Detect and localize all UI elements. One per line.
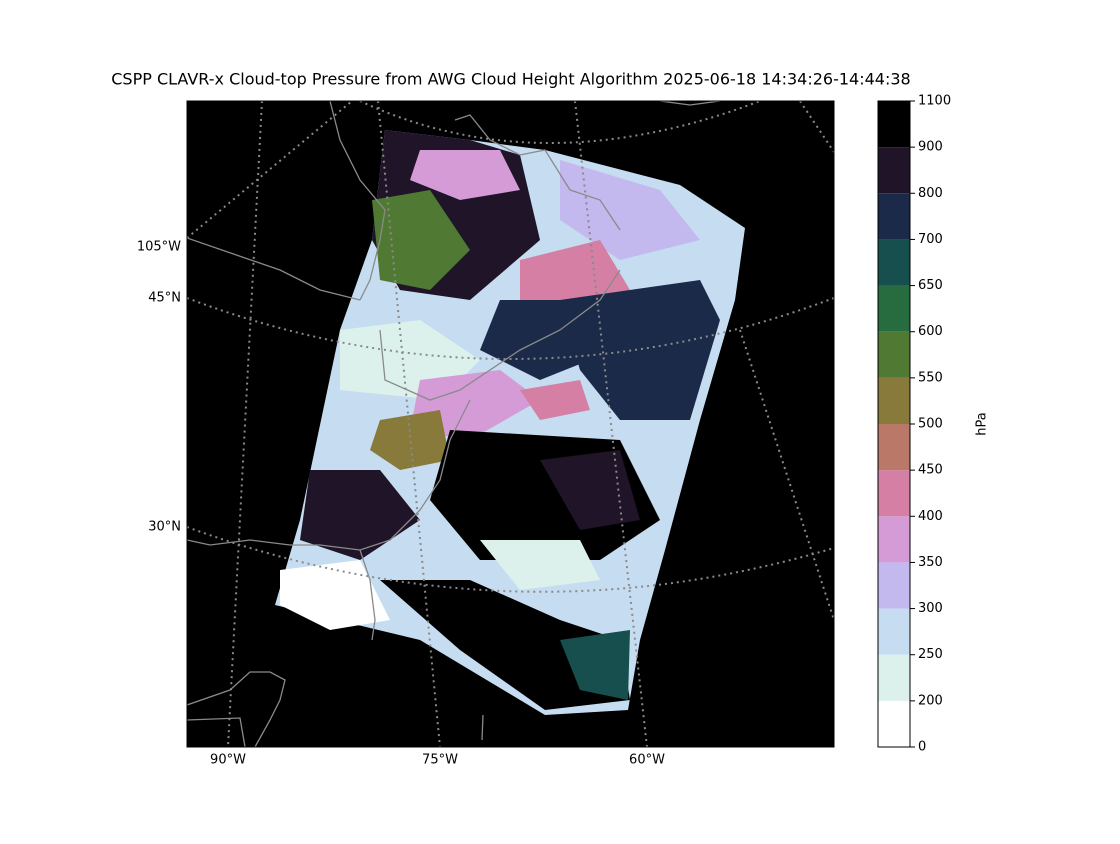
colorbar-segment [878, 700, 910, 747]
colorbar-segment [878, 654, 910, 701]
colorbar-label: hPa [975, 412, 990, 435]
lat-label: 30°N [148, 520, 181, 535]
colorbar-segment [878, 193, 910, 240]
colorbar-tick-label: 650 [918, 278, 943, 293]
lon-label: 105°W [137, 240, 181, 255]
colorbar-segment [878, 562, 910, 609]
lat-label: 45°N [148, 291, 181, 306]
colorbar-segment [878, 285, 910, 332]
colorbar-tick-label: 600 [918, 324, 943, 339]
colorbar-tick-label: 800 [918, 186, 943, 201]
lon-label: 90°W [210, 753, 246, 768]
colorbar-tick-label: 700 [918, 232, 943, 247]
coastlines [187, 101, 721, 747]
colorbar-segment [878, 101, 910, 148]
title: CSPP CLAVR-x Cloud-top Pressure from AWG… [111, 70, 910, 89]
colorbar-segment [878, 608, 910, 655]
colorbar: 0 200 250 300 350 400 450 500 550 600 650 700 800 900… [877, 94, 951, 755]
lon-label: 60°W [629, 753, 665, 768]
colorbar-tick-label: 200 [918, 693, 943, 708]
lon-label: 75°W [422, 753, 458, 768]
map [187, 101, 834, 747]
colorbar-tick-label: 550 [918, 370, 943, 385]
colorbar-tick-label: 400 [918, 509, 943, 524]
colorbar-segment [878, 239, 910, 286]
colorbar-tick-label: 1100 [918, 94, 951, 109]
colorbar-segment [878, 470, 910, 517]
colorbar-segment [878, 147, 910, 194]
colorbar-tick-label: 450 [918, 463, 943, 478]
colorbar-tick-label: 0 [918, 740, 926, 755]
colorbar-tick-label: 250 [918, 647, 943, 662]
colorbar-segment [878, 516, 910, 563]
colorbar-segment [878, 377, 910, 424]
colorbar-segment [878, 331, 910, 378]
colorbar-tick-label: 500 [918, 417, 943, 432]
colorbar-tick-label: 300 [918, 601, 943, 616]
colorbar-tick-label: 900 [918, 140, 943, 155]
colorbar-segment [878, 424, 910, 471]
graticule [187, 101, 834, 747]
satellite-swath [275, 130, 745, 715]
colorbar-tick-label: 350 [918, 555, 943, 570]
map-frame [186, 100, 835, 748]
